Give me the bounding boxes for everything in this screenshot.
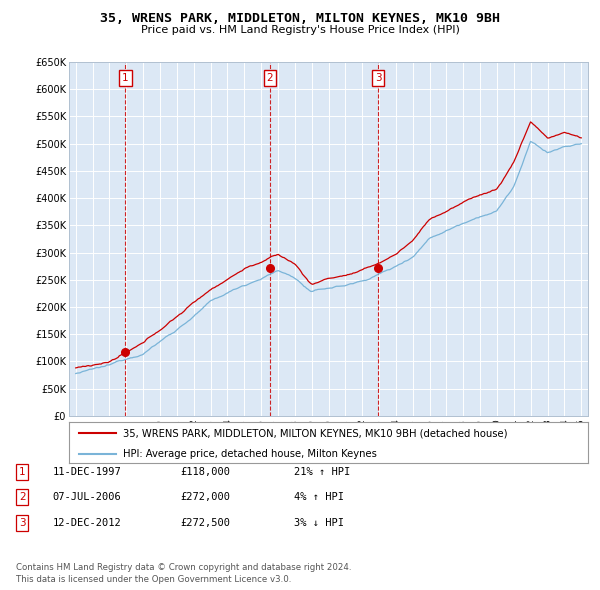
Text: 1: 1 bbox=[19, 467, 26, 477]
Text: Price paid vs. HM Land Registry's House Price Index (HPI): Price paid vs. HM Land Registry's House … bbox=[140, 25, 460, 35]
Text: 2: 2 bbox=[19, 493, 26, 502]
Text: 07-JUL-2006: 07-JUL-2006 bbox=[53, 493, 122, 502]
Text: 35, WRENS PARK, MIDDLETON, MILTON KEYNES, MK10 9BH (detached house): 35, WRENS PARK, MIDDLETON, MILTON KEYNES… bbox=[124, 428, 508, 438]
Text: HPI: Average price, detached house, Milton Keynes: HPI: Average price, detached house, Milt… bbox=[124, 449, 377, 459]
Text: 3: 3 bbox=[19, 518, 26, 527]
Text: 12-DEC-2012: 12-DEC-2012 bbox=[53, 518, 122, 527]
Text: 3% ↓ HPI: 3% ↓ HPI bbox=[294, 518, 344, 527]
Text: 1: 1 bbox=[122, 73, 128, 83]
Text: £272,500: £272,500 bbox=[180, 518, 230, 527]
Text: 11-DEC-1997: 11-DEC-1997 bbox=[53, 467, 122, 477]
Text: 2: 2 bbox=[266, 73, 273, 83]
Text: 35, WRENS PARK, MIDDLETON, MILTON KEYNES, MK10 9BH: 35, WRENS PARK, MIDDLETON, MILTON KEYNES… bbox=[100, 12, 500, 25]
Text: 21% ↑ HPI: 21% ↑ HPI bbox=[294, 467, 350, 477]
Text: £272,000: £272,000 bbox=[180, 493, 230, 502]
Text: 3: 3 bbox=[375, 73, 382, 83]
Text: Contains HM Land Registry data © Crown copyright and database right 2024.
This d: Contains HM Land Registry data © Crown c… bbox=[16, 563, 352, 584]
Text: £118,000: £118,000 bbox=[180, 467, 230, 477]
Text: 4% ↑ HPI: 4% ↑ HPI bbox=[294, 493, 344, 502]
